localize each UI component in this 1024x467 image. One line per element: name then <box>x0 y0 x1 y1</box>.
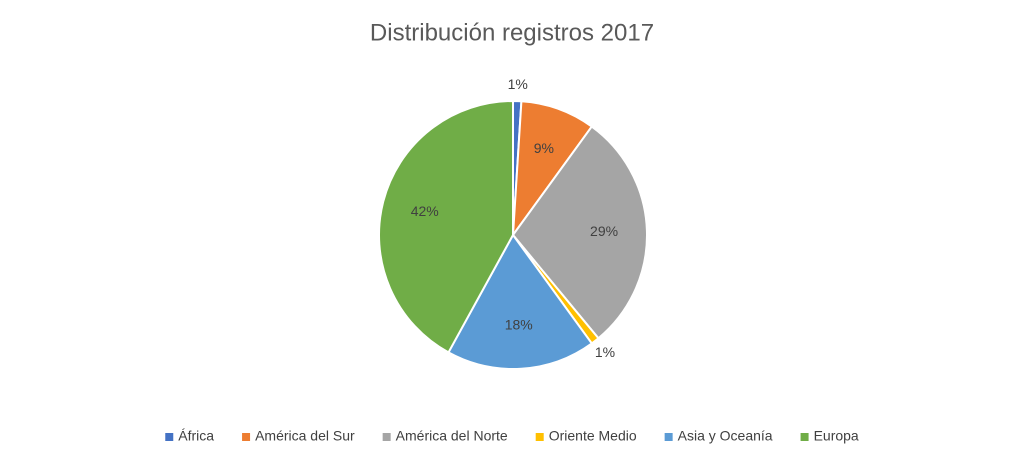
legend-label: África <box>178 428 214 444</box>
legend-label: América del Norte <box>396 428 508 444</box>
legend-label: Asia y Oceanía <box>678 428 773 444</box>
legend: África América del Sur América del Norte Or… <box>165 428 859 444</box>
legend-label: América del Sur <box>255 428 355 444</box>
data-label: 42% <box>411 203 439 219</box>
legend-label: Oriente Medio <box>549 428 637 444</box>
pie-slice <box>447 233 594 370</box>
data-label: 18% <box>505 317 533 333</box>
legend-swatch <box>242 433 251 441</box>
data-label: 1% <box>508 76 528 92</box>
legend-swatch <box>382 433 391 441</box>
legend-swatch <box>800 433 809 441</box>
data-label: 29% <box>590 223 618 239</box>
legend-label: Europa <box>814 428 859 444</box>
legend-swatch <box>535 433 544 441</box>
data-label: 9% <box>534 140 554 156</box>
pie-slice <box>511 125 648 340</box>
legend-swatch <box>165 433 174 441</box>
pie-slice <box>378 99 514 354</box>
legend-swatch <box>664 433 673 441</box>
data-label: 1% <box>595 344 615 360</box>
chart-title: Distribución registros 2017 <box>370 19 654 46</box>
